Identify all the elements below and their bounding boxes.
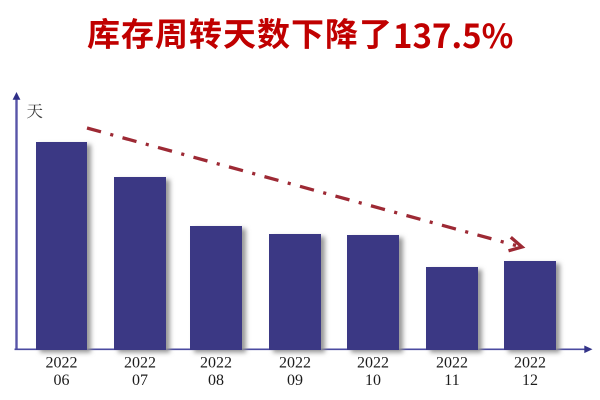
svg-text:2022: 2022 xyxy=(279,355,311,372)
svg-text:2022: 2022 xyxy=(514,355,546,372)
svg-text:2022: 2022 xyxy=(46,355,78,372)
svg-text:08: 08 xyxy=(208,372,224,389)
svg-text:2022: 2022 xyxy=(357,355,389,372)
svg-text:2022: 2022 xyxy=(124,355,156,372)
svg-text:11: 11 xyxy=(444,372,459,389)
svg-text:2022: 2022 xyxy=(200,355,232,372)
svg-text:2022: 2022 xyxy=(436,355,468,372)
svg-text:09: 09 xyxy=(287,372,303,389)
svg-text:07: 07 xyxy=(132,372,148,389)
svg-text:12: 12 xyxy=(522,372,538,389)
svg-text:06: 06 xyxy=(54,372,70,389)
svg-text:10: 10 xyxy=(365,372,381,389)
